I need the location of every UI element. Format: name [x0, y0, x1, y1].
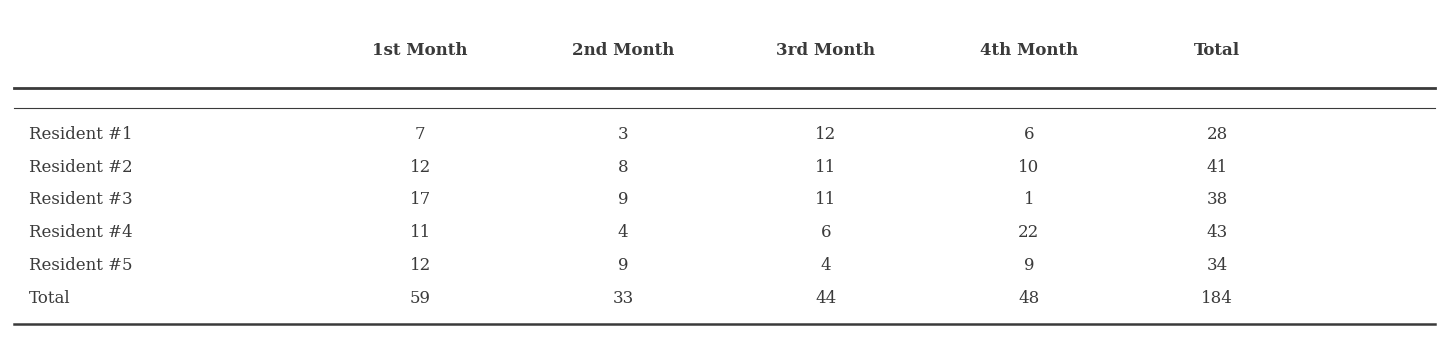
Text: 4: 4: [617, 224, 629, 241]
Text: 17: 17: [410, 192, 430, 209]
Text: 11: 11: [410, 224, 430, 241]
Text: 10: 10: [1019, 159, 1039, 176]
Text: 44: 44: [816, 290, 836, 307]
Text: 48: 48: [1019, 290, 1039, 307]
Text: 1st Month: 1st Month: [372, 42, 468, 59]
Text: 11: 11: [816, 159, 836, 176]
Text: 12: 12: [816, 126, 836, 143]
Text: 8: 8: [617, 159, 629, 176]
Text: 43: 43: [1207, 224, 1227, 241]
Text: 9: 9: [617, 257, 629, 274]
Text: 6: 6: [820, 224, 832, 241]
Text: Resident #4: Resident #4: [29, 224, 133, 241]
Text: 38: 38: [1207, 192, 1227, 209]
Text: 9: 9: [1023, 257, 1035, 274]
Text: 12: 12: [410, 257, 430, 274]
Text: 4th Month: 4th Month: [980, 42, 1078, 59]
Text: 9: 9: [617, 192, 629, 209]
Text: 2nd Month: 2nd Month: [572, 42, 674, 59]
Text: Resident #5: Resident #5: [29, 257, 132, 274]
Text: 6: 6: [1023, 126, 1035, 143]
Text: 4: 4: [820, 257, 832, 274]
Text: 7: 7: [414, 126, 426, 143]
Text: Resident #3: Resident #3: [29, 192, 133, 209]
Text: 22: 22: [1019, 224, 1039, 241]
Text: 11: 11: [816, 192, 836, 209]
Text: Total: Total: [1194, 42, 1240, 59]
Text: 41: 41: [1207, 159, 1227, 176]
Text: Resident #2: Resident #2: [29, 159, 133, 176]
Text: 28: 28: [1207, 126, 1227, 143]
Text: 1: 1: [1023, 192, 1035, 209]
Text: 3rd Month: 3rd Month: [777, 42, 875, 59]
Text: 12: 12: [410, 159, 430, 176]
Text: 184: 184: [1201, 290, 1233, 307]
Text: Resident #1: Resident #1: [29, 126, 133, 143]
Text: 3: 3: [617, 126, 629, 143]
Text: 33: 33: [613, 290, 633, 307]
Text: 34: 34: [1207, 257, 1227, 274]
Text: 59: 59: [410, 290, 430, 307]
Text: Total: Total: [29, 290, 71, 307]
